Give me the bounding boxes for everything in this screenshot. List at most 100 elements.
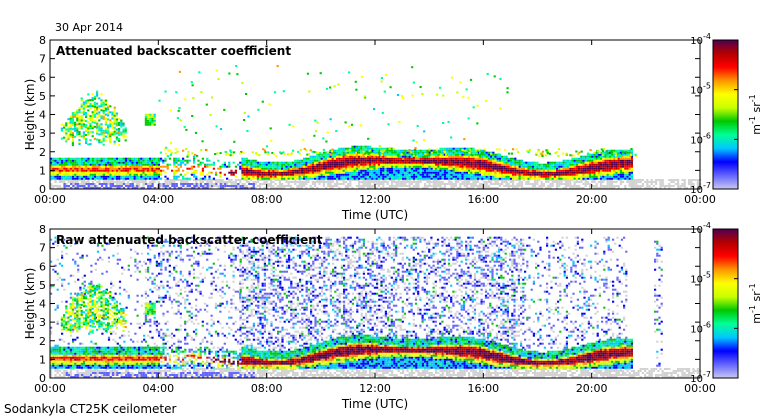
heatmap-cell: [80, 117, 83, 120]
heatmap-cell: [424, 157, 427, 160]
heatmap-cell: [67, 167, 70, 170]
heatmap-cell: [331, 148, 334, 151]
heatmap-cell: [480, 152, 483, 155]
heatmap-cell: [556, 175, 559, 178]
heatmap-cell: [525, 165, 528, 168]
heatmap-cell: [459, 167, 462, 170]
heatmap-cell: [118, 157, 121, 160]
heatmap-cell: [175, 177, 178, 180]
heatmap-cell: [87, 181, 90, 183]
heatmap-cell: [151, 181, 154, 183]
heatmap-cell: [329, 157, 332, 160]
heatmap-cell: [340, 155, 343, 158]
heatmap-cell: [96, 130, 99, 133]
heatmap-cell: [382, 187, 385, 189]
heatmap-cell: [157, 171, 160, 174]
heatmap-cell: [415, 171, 418, 174]
heatmap-cell: [160, 159, 163, 162]
heatmap-cell: [316, 173, 319, 176]
heatmap-cell: [388, 157, 391, 160]
heatmap-cell: [358, 171, 361, 174]
heatmap-cell: [515, 148, 518, 151]
heatmap-cell: [76, 183, 79, 185]
heatmap-cell: [120, 167, 123, 170]
heatmap-cell: [454, 175, 457, 178]
heatmap-cell: [320, 173, 323, 176]
heatmap-cell: [201, 179, 204, 181]
heatmap-cell: [380, 147, 383, 150]
heatmap-cell: [120, 185, 123, 187]
heatmap-cell: [360, 167, 363, 170]
heatmap-cell: [410, 171, 413, 174]
heatmap-cell: [185, 128, 188, 131]
heatmap-cell: [373, 169, 376, 172]
heatmap-cell: [342, 169, 345, 172]
heatmap-cell: [67, 157, 70, 160]
heatmap-cell: [536, 169, 539, 172]
heatmap-cell: [353, 147, 356, 150]
heatmap-cell: [545, 171, 548, 174]
heatmap-cell: [395, 185, 398, 187]
heatmap-cell: [476, 159, 479, 162]
heatmap-cell: [366, 171, 369, 174]
heatmap-cell: [325, 155, 328, 158]
heatmap-cell: [487, 167, 490, 170]
heatmap-cell: [617, 163, 620, 166]
heatmap-cell: [173, 159, 176, 162]
heatmap-cell: [300, 181, 303, 183]
heatmap-cell: [410, 167, 413, 170]
heatmap-cell: [320, 159, 323, 162]
heatmap-cell: [72, 171, 75, 174]
heatmap-cell: [507, 175, 510, 178]
heatmap-cell: [283, 165, 286, 168]
heatmap-cell: [584, 181, 587, 183]
heatmap-cell: [166, 177, 169, 180]
heatmap-cell: [476, 171, 479, 174]
heatmap-cell: [556, 167, 559, 170]
heatmap-cell: [199, 179, 202, 181]
heatmap-cell: [329, 149, 332, 152]
heatmap-cell: [98, 115, 101, 118]
heatmap-cell: [465, 179, 468, 181]
heatmap-cell: [446, 151, 449, 154]
heatmap-cell: [87, 93, 90, 96]
heatmap-cell: [270, 187, 273, 189]
heatmap-cell: [82, 105, 85, 108]
heatmap-cell: [127, 169, 130, 172]
heatmap-cell: [437, 163, 440, 166]
heatmap-cell: [71, 112, 74, 115]
heatmap-cell: [526, 150, 529, 153]
heatmap-cell: [178, 70, 181, 73]
heatmap-cell: [556, 181, 559, 183]
heatmap-cell: [131, 177, 134, 180]
heatmap-cell: [355, 169, 358, 172]
heatmap-cell: [333, 151, 336, 154]
heatmap-cell: [421, 93, 424, 95]
heatmap-cell: [204, 187, 207, 189]
heatmap-cell: [413, 169, 416, 172]
heatmap-cell: [94, 161, 97, 164]
heatmap-cell: [358, 145, 361, 148]
heatmap-cell: [490, 151, 493, 154]
heatmap-cell: [463, 155, 466, 158]
heatmap-cell: [628, 183, 631, 185]
heatmap-cell: [184, 181, 187, 183]
heatmap-cell: [617, 151, 620, 154]
heatmap-cell: [534, 173, 537, 176]
heatmap-cell: [375, 171, 378, 174]
heatmap-cell: [498, 177, 501, 180]
heatmap-cell: [96, 122, 99, 125]
heatmap-cell: [484, 100, 488, 102]
heatmap-cell: [430, 173, 433, 176]
heatmap-cell: [571, 163, 574, 166]
heatmap-cell: [413, 175, 416, 178]
heatmap-cell: [109, 161, 112, 164]
heatmap-cell: [542, 177, 545, 180]
heatmap-cell: [426, 149, 429, 152]
heatmap-cell: [635, 185, 638, 187]
heatmap-cell: [155, 173, 158, 176]
heatmap-cell: [325, 157, 328, 160]
heatmap-cell: [624, 177, 627, 180]
heatmap-cell: [474, 153, 477, 156]
heatmap-cell: [80, 135, 83, 138]
